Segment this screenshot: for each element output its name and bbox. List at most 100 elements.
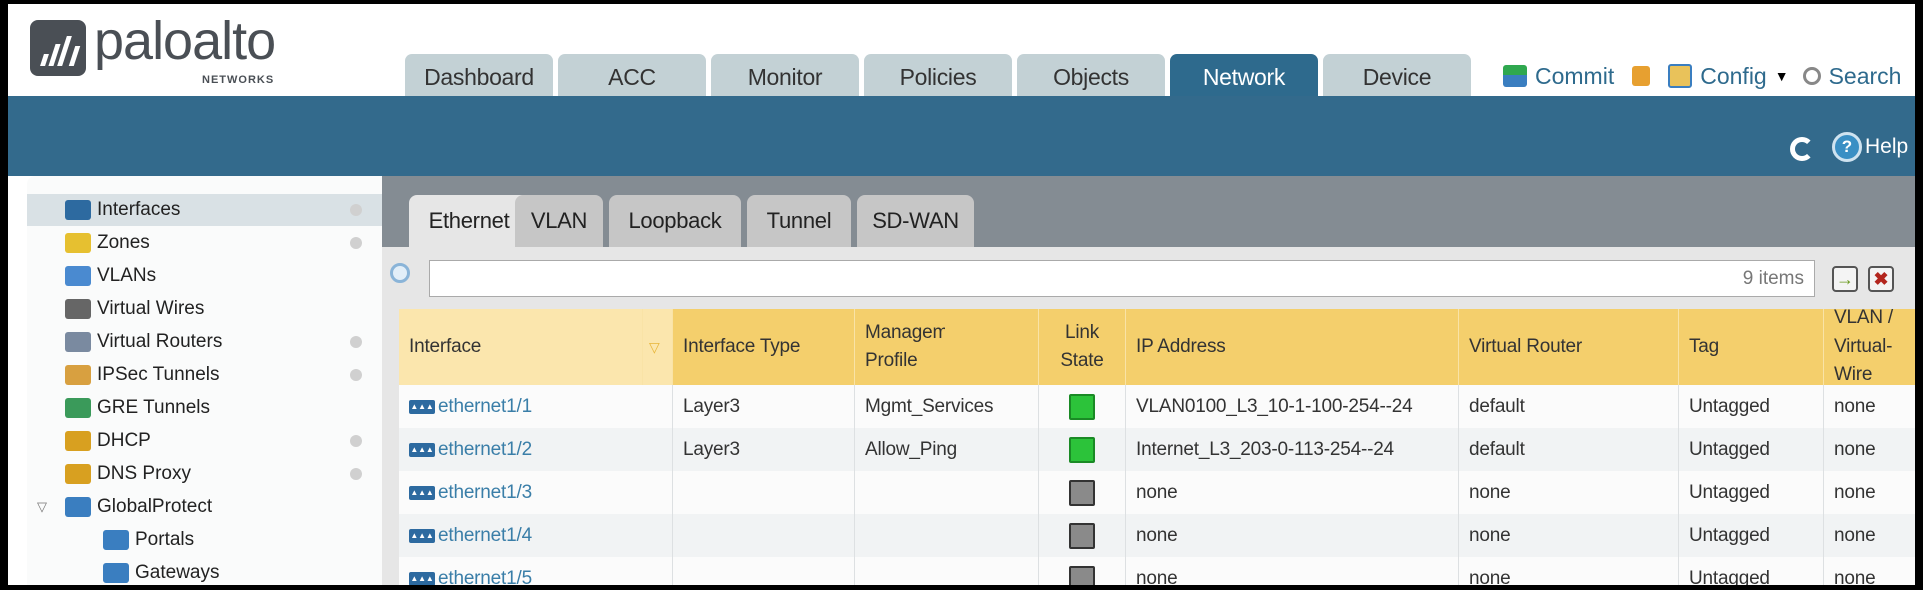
help-icon: ? <box>1832 132 1862 162</box>
link-state-down-icon <box>1069 522 1095 549</box>
tab-network[interactable]: Network <box>1170 54 1318 96</box>
tab-device[interactable]: Device <box>1323 54 1471 96</box>
apply-filter-button[interactable]: → <box>1832 266 1858 292</box>
sidebar-item-gateways[interactable]: Gateways <box>27 557 382 585</box>
column-header-interface-type[interactable]: Interface Type <box>673 309 855 385</box>
sidebar-item-virtual-wires[interactable]: Virtual Wires <box>27 293 382 325</box>
paloalto-logo: paloalto NETWORKS <box>30 11 300 90</box>
lock-icon[interactable] <box>1632 66 1651 86</box>
filter-search-icon <box>390 263 410 283</box>
sidebar-item-globalprotect[interactable]: ▽ GlobalProtect <box>27 491 382 523</box>
subtab-vlan[interactable]: VLAN <box>515 195 603 247</box>
sidebar-item-vlans[interactable]: VLANs <box>27 260 382 292</box>
column-header-label: Interface Type <box>683 335 801 357</box>
interface-link[interactable]: ethernet1/1 <box>438 395 532 417</box>
tab-objects[interactable]: Objects <box>1017 54 1165 96</box>
subtab-ethernet[interactable]: Ethernet <box>409 195 529 247</box>
interface-link[interactable]: ethernet1/3 <box>438 481 532 503</box>
dns-proxy-icon <box>65 464 91 484</box>
column-header-label: Virtual Router <box>1469 335 1583 357</box>
sidebar-item-dns-proxy[interactable]: DNS Proxy <box>27 458 382 490</box>
subtab-tunnel[interactable]: Tunnel <box>747 195 851 247</box>
table-row: ▲▲▲ ethernet1/3 none none Untagged none <box>399 471 1915 514</box>
tab-acc[interactable]: ACC <box>558 54 706 96</box>
profile-value: Allow_Ping <box>865 438 957 460</box>
toolbar-band <box>8 96 1915 176</box>
cell-profile <box>855 471 1039 514</box>
tag-value: Untagged <box>1689 567 1770 586</box>
status-dot <box>350 336 362 348</box>
ipsec-tunnels-icon <box>65 365 91 385</box>
cell-interface[interactable]: ▲▲▲ ethernet1/4 <box>399 514 673 557</box>
vlans-icon <box>65 266 91 286</box>
cell-link <box>1039 385 1126 428</box>
cell-router: none <box>1459 471 1679 514</box>
filter-input[interactable]: 9 items <box>429 260 1815 297</box>
sort-desc-icon[interactable]: ▽ <box>643 309 673 385</box>
column-header-management-profile[interactable]: Management Profile <box>855 309 1039 385</box>
tag-value: Untagged <box>1689 524 1770 546</box>
cell-link <box>1039 514 1126 557</box>
interface-link[interactable]: ethernet1/4 <box>438 524 532 546</box>
link-state-down-icon <box>1069 479 1095 506</box>
commit-button[interactable]: Commit <box>1535 62 1615 89</box>
cell-link <box>1039 428 1126 471</box>
cell-ip: VLAN0100_L3_10-1-100-254--24 <box>1126 385 1459 428</box>
cell-tag: Untagged <box>1679 514 1824 557</box>
router-value: none <box>1469 524 1511 546</box>
tab-policies[interactable]: Policies <box>864 54 1012 96</box>
column-header-label: Management Profile <box>865 321 945 372</box>
cell-type: Layer3 <box>673 428 855 471</box>
tab-dashboard[interactable]: Dashboard <box>405 54 553 96</box>
subtab-sd-wan[interactable]: SD-WAN <box>857 195 974 247</box>
expand-triangle-icon[interactable]: ▽ <box>37 499 47 514</box>
chevron-down-icon[interactable]: ▼ <box>1774 68 1789 84</box>
sidebar-item-label: IPSec Tunnels <box>97 364 220 385</box>
interface-link[interactable]: ethernet1/5 <box>438 567 532 586</box>
cell-interface[interactable]: ▲▲▲ ethernet1/3 <box>399 471 673 514</box>
sidebar-item-gre-tunnels[interactable]: GRE Tunnels <box>27 392 382 424</box>
sidebar-item-portals[interactable]: Portals <box>27 524 382 556</box>
cell-interface[interactable]: ▲▲▲ ethernet1/5 <box>399 557 673 585</box>
sidebar-item-interfaces[interactable]: Interfaces <box>27 194 382 226</box>
status-dot <box>350 204 362 216</box>
cell-interface[interactable]: ▲▲▲ ethernet1/1 <box>399 385 673 428</box>
vlan-value: none <box>1834 395 1876 417</box>
dhcp-icon <box>65 431 91 451</box>
column-header-virtual-router[interactable]: Virtual Router <box>1459 309 1679 385</box>
portals-icon <box>103 530 129 550</box>
column-header-vlan-virtual-wire[interactable]: VLAN / Virtual-Wire <box>1824 307 1915 385</box>
cell-interface[interactable]: ▲▲▲ ethernet1/2 <box>399 428 673 471</box>
cell-vlan: none <box>1824 385 1915 428</box>
help-button[interactable]: ? Help <box>1832 132 1908 162</box>
ethernet-port-icon: ▲▲▲ <box>409 485 435 500</box>
sidebar-item-label: DHCP <box>97 430 151 451</box>
globalprotect-icon <box>65 497 91 517</box>
tab-monitor[interactable]: Monitor <box>711 54 859 96</box>
config-menu[interactable]: Config <box>1700 62 1767 89</box>
search-link[interactable]: Search <box>1828 62 1902 89</box>
column-header-ip-address[interactable]: IP Address <box>1126 309 1459 385</box>
interface-link[interactable]: ethernet1/2 <box>438 438 532 460</box>
router-value: default <box>1469 438 1525 460</box>
column-header-tag[interactable]: Tag <box>1679 309 1824 385</box>
cell-vlan: none <box>1824 471 1915 514</box>
tag-value: Untagged <box>1689 481 1770 503</box>
type-value: Layer3 <box>683 438 740 460</box>
main-content: Ethernet VLAN Loopback Tunnel SD-WAN 9 items… <box>382 176 1915 585</box>
ethernet-port-icon: ▲▲▲ <box>409 528 435 543</box>
column-header-interface[interactable]: Interface <box>399 309 643 385</box>
cell-profile <box>855 557 1039 585</box>
logo-subtext: NETWORKS <box>202 74 275 86</box>
sidebar-item-dhcp[interactable]: DHCP <box>27 425 382 457</box>
sidebar-item-zones[interactable]: Zones <box>27 227 382 259</box>
column-header-link-state[interactable]: Link State <box>1039 309 1126 385</box>
sidebar-item-virtual-routers[interactable]: Virtual Routers <box>27 326 382 358</box>
sidebar-item-ipsec-tunnels[interactable]: IPSec Tunnels <box>27 359 382 391</box>
cell-ip: none <box>1126 557 1459 585</box>
clear-filter-button[interactable]: ✖ <box>1868 266 1894 292</box>
gre-tunnels-icon <box>65 398 91 418</box>
cell-ip: Internet_L3_203-0-113-254--24 <box>1126 428 1459 471</box>
refresh-icon[interactable] <box>1790 137 1814 161</box>
subtab-loopback[interactable]: Loopback <box>609 195 741 247</box>
